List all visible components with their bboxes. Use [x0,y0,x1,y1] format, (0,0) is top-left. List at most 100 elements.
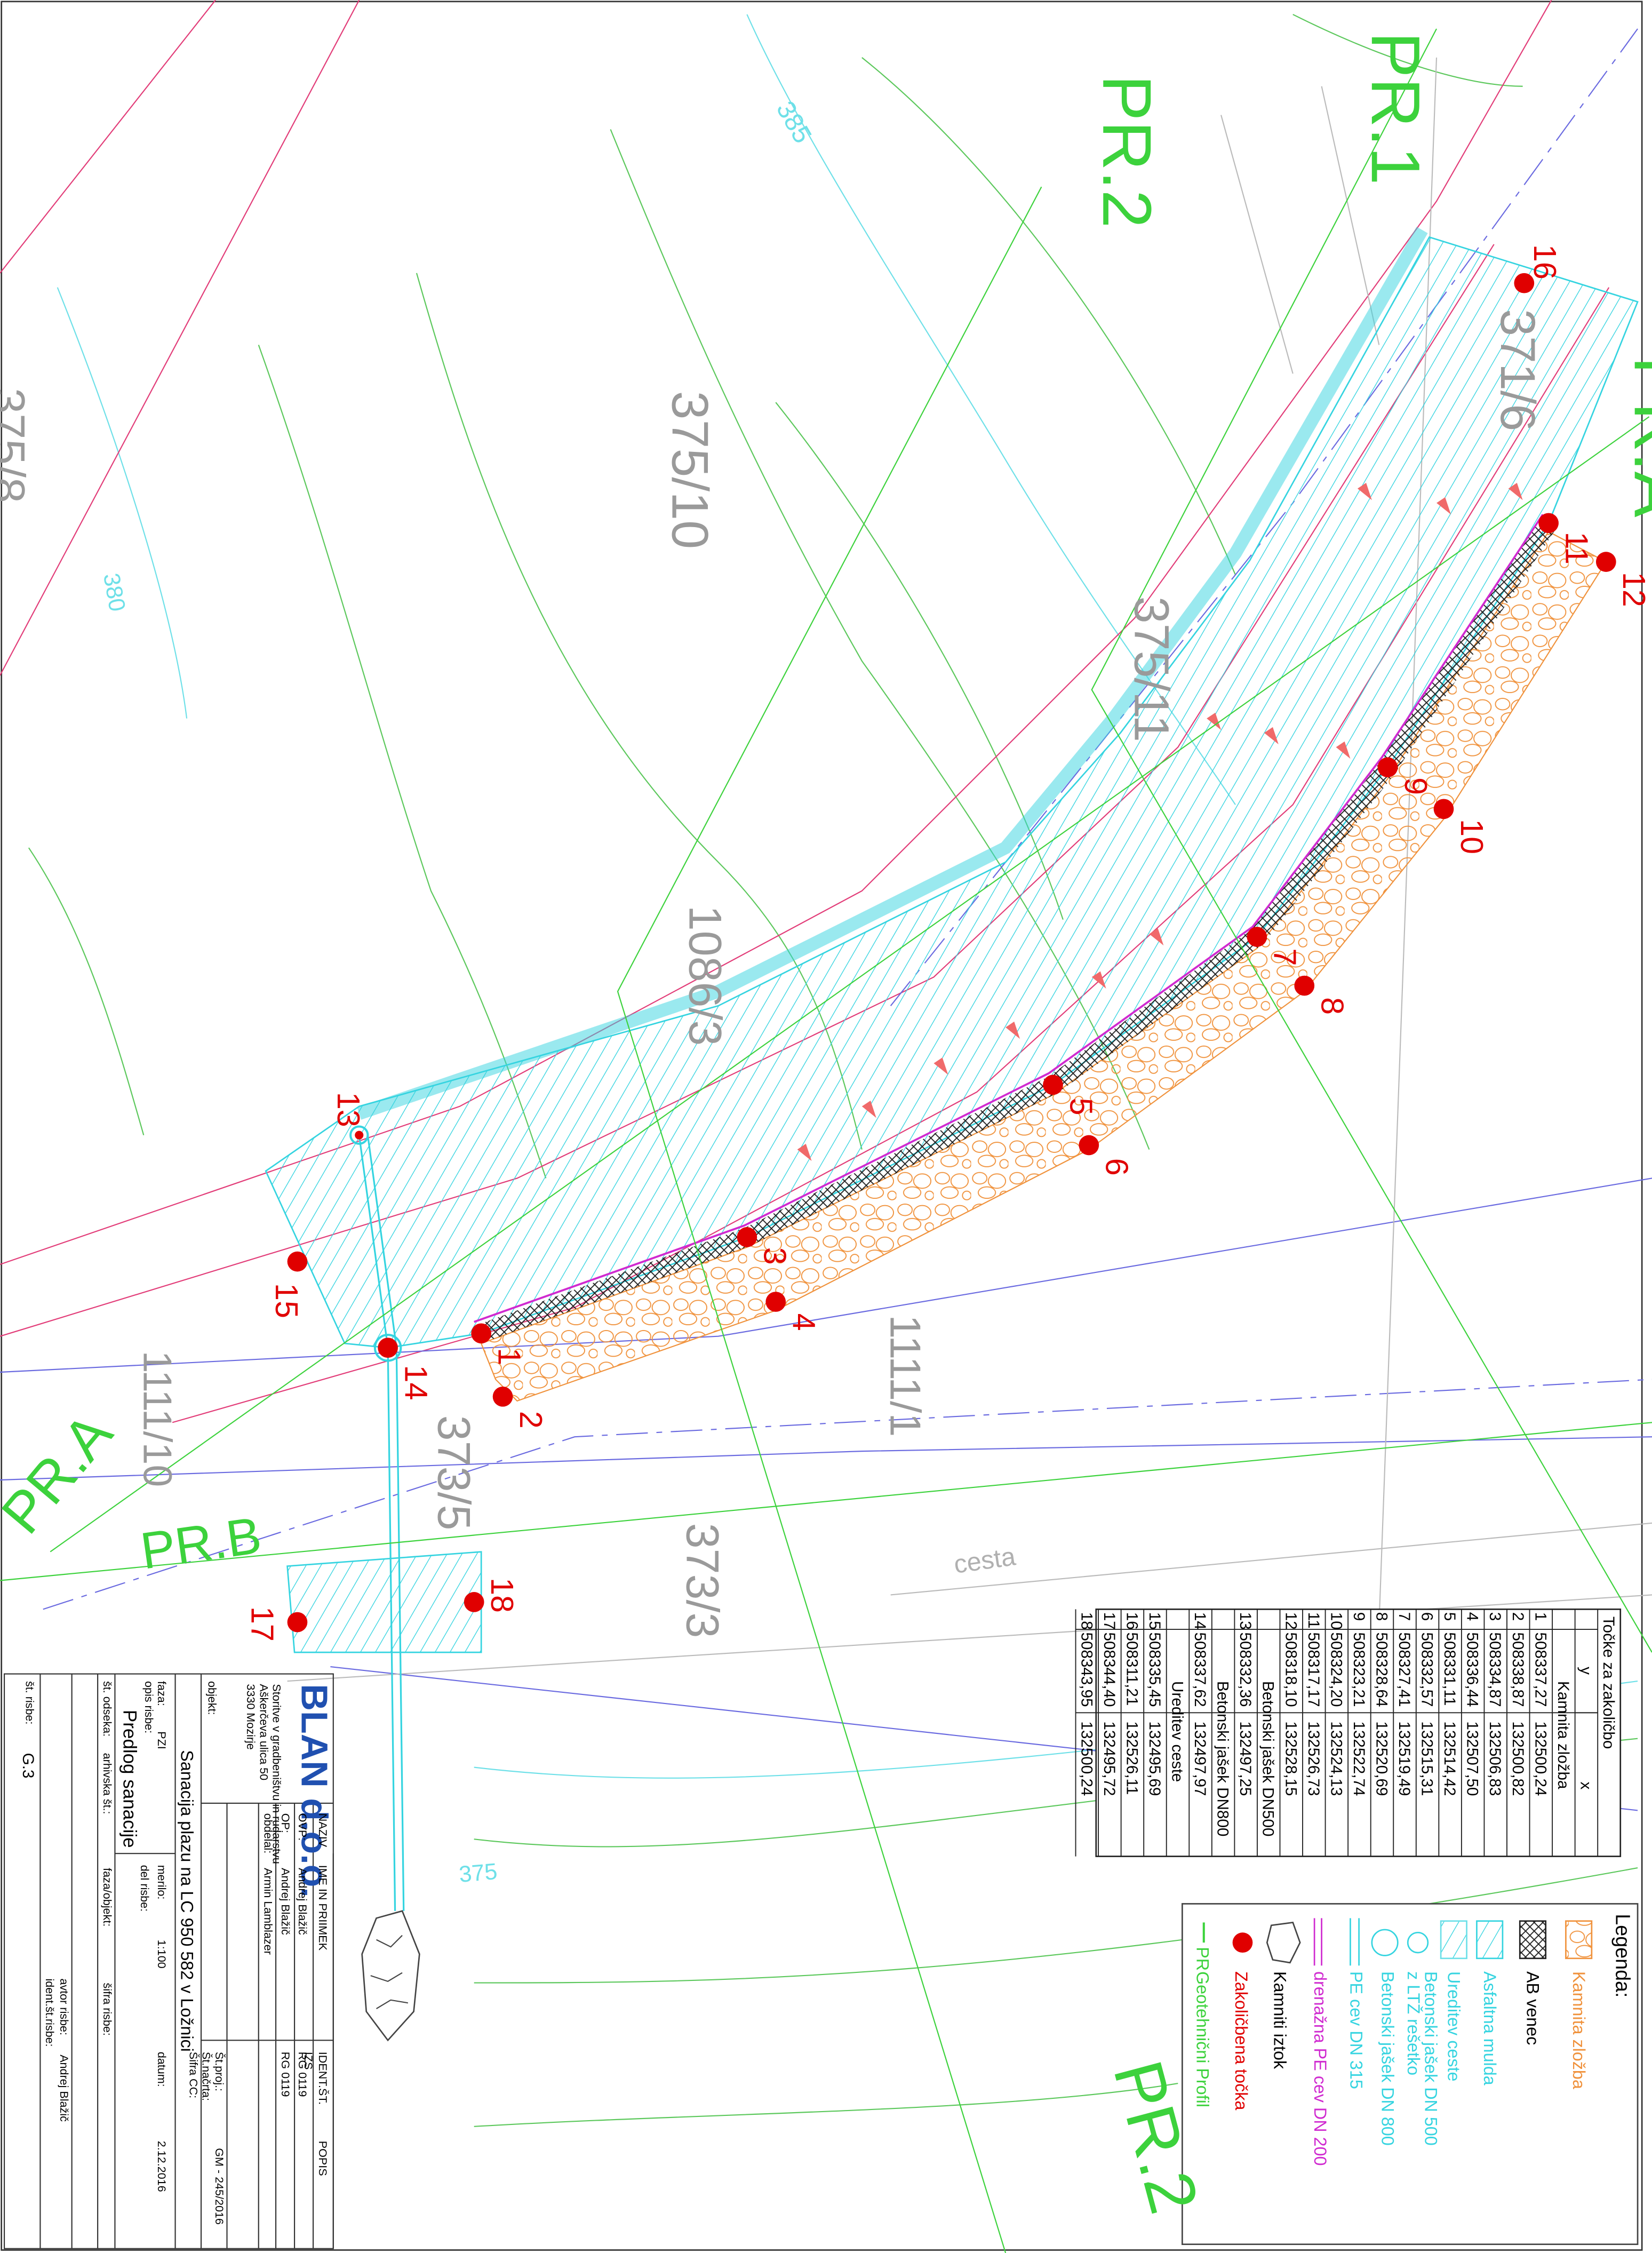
legend-item: drenažna PE cev DN 200 [1311,1971,1330,2166]
table-cell: 16 [1123,1612,1140,1630]
title-block-text: Storitve v gradbeništvu in rudarstvu [270,1684,283,1864]
profile-line [1091,28,1652,1653]
title-block-text: RG 0119 [296,2052,309,2097]
title-block-text: PZI [155,1731,168,1749]
table-cell: 9 [1350,1612,1368,1621]
parcel-label: 375/11 [1124,596,1179,742]
title-block-text: šifra risbe: [101,1983,114,2036]
table-cell: 508337,62 [1191,1632,1209,1707]
stone-outlet [361,1910,420,2042]
parcel-label: 373/5 [428,1415,479,1531]
title-block-text: OVP: [296,1813,309,1841]
legend-box [1182,1903,1639,2246]
title-block-text: Andrej Blažič [58,2055,70,2122]
point-label: 1 [491,1348,527,1365]
profile-label: PR.1 [1357,31,1434,185]
title-block-text: IDENT.ŠT. [316,2052,330,2105]
stakeout-point [1377,757,1398,778]
point-label: 10 [1454,819,1490,854]
stakeout-point [1595,552,1616,572]
profile-label: PR.A [1620,356,1652,518]
table-cell: 508317,17 [1305,1632,1322,1707]
contour [1292,14,1523,87]
road-reconstruction-area [286,1551,482,1653]
title-block-text: Sanacija plazu na LC 950 582 v Ložnici [177,1750,196,2052]
parcel-label: 1111/1 [881,1315,929,1437]
title-block-text: Andrej Blažič [296,1868,309,1935]
profile-line [50,416,1650,1553]
title-block-text: OP: [279,1813,292,1833]
title-block-text: Št.načrta: [200,2052,213,2101]
drainage-pipe [474,514,1544,1323]
stakeout-point [1294,975,1315,996]
table-cell: 7 [1395,1612,1413,1621]
table-cell: 5 [1441,1612,1458,1621]
point-label: 6 [1099,1158,1135,1176]
stakeout-point [378,1338,398,1358]
table-cell: 132495,72 [1100,1721,1118,1796]
title-block-text: Šifra CC: [187,2052,200,2098]
ab-crown [478,518,1557,1342]
table-cell: 508331,11 [1441,1632,1458,1706]
legend-symbol [1565,1920,1593,1960]
manhole [349,1125,369,1145]
legend-symbol [1266,1921,1301,1964]
point-label: 12 [1616,572,1652,607]
point-label: 3 [757,1247,793,1265]
table-cell: 508344,40 [1100,1632,1118,1707]
table-section: Kamnita zložba [1554,1681,1572,1789]
table-cell: 508335,45 [1146,1632,1163,1707]
legend-item: Kamniti iztok [1271,1971,1290,2069]
table-cell: 132528,15 [1282,1721,1299,1796]
title-block-text: Št.proj.: [213,2052,226,2091]
table-cell: 132520,69 [1372,1721,1390,1796]
legend-profile-symbol: PR [1193,1947,1212,1971]
title-block-text: BLAN d.o.o. [294,1684,336,1897]
stakeout-point [471,1323,492,1344]
table-cell: 132519,49 [1395,1721,1413,1796]
title-block-text: IME IN PRIIMEK [316,1865,329,1951]
table-cell: 15 [1146,1612,1163,1630]
title-block-text: NAZIV [316,1813,329,1848]
terrain-line [890,1522,1652,1596]
table-cell: 13 [1236,1612,1254,1630]
table-cell: 508323,21 [1350,1632,1368,1707]
coordinate-table [1095,1609,1622,1857]
table-cell: 508336,44 [1464,1632,1481,1707]
legend-item: PE cev DN 315 [1346,1971,1366,2089]
title-block-text: Andrej Blažič [279,1868,292,1935]
table-cell: 10 [1327,1612,1345,1630]
legend-symbol [1519,1920,1547,1960]
table-title: Točke za zakoličbo [1600,1617,1617,1749]
contour [28,847,145,1135]
parcel-label: 375/8 [0,388,34,503]
table-cell: 508311,21 [1123,1632,1140,1706]
table-cell: 6 [1418,1612,1436,1621]
stakeout-point [355,1131,364,1140]
legend-item: Ureditev ceste [1444,1971,1464,2081]
title-block-text: GM - 245/2016 [213,2148,226,2225]
table-cell: 508343,95 [1078,1632,1095,1707]
table-cell: 132497,97 [1191,1721,1209,1796]
table-cell: 17 [1100,1612,1118,1630]
cadastral-line [0,0,216,274]
table-cell: 132522,74 [1350,1721,1368,1796]
title-block-text: Aškerčeva ulica 50 [257,1684,270,1780]
stakeout-point [464,1592,484,1612]
title-block-text: št. risbe: [23,1681,36,1724]
legend-item: Zakoličbena točka [1232,1971,1251,2110]
point-label: 4 [786,1313,822,1331]
title-block-text: objekt: [205,1681,218,1715]
point-label: 16 [1527,244,1563,280]
asphalt-gutter [357,226,1428,1120]
terrain-line [1220,115,1294,374]
title-block-text: POPIS [316,2141,329,2176]
legend-item: Betonski jašek DN 500 [1421,1971,1440,2146]
table-cell: 508318,10 [1282,1632,1299,1707]
table-cell: 4 [1464,1612,1481,1621]
stakeout-point [1079,1135,1099,1156]
table-cell: 132500,24 [1531,1721,1549,1796]
title-block-text: datum: [155,2052,168,2087]
table-cell: 14 [1191,1612,1209,1630]
